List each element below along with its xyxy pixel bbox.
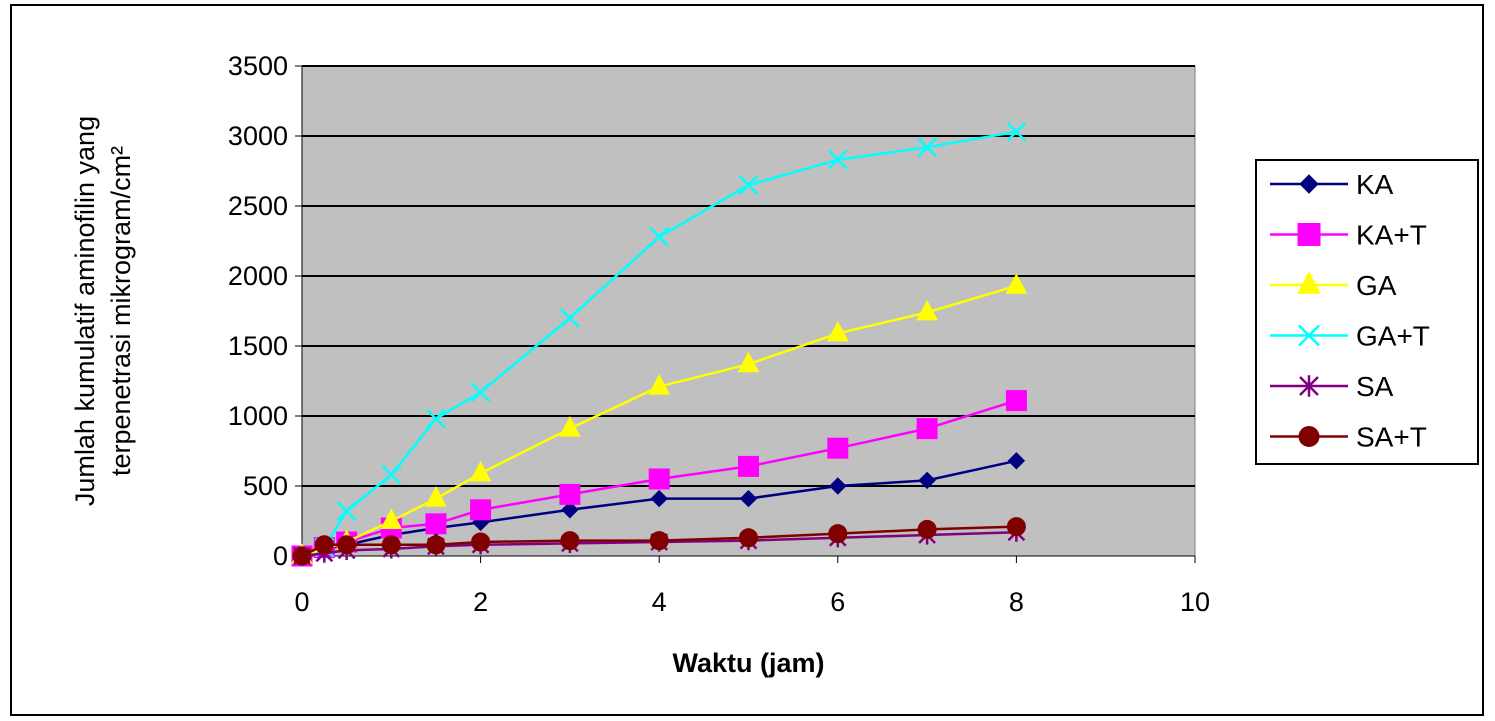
- data-point: [560, 531, 580, 551]
- legend: KA KA+T GA GA+T SA SA+T: [1255, 159, 1479, 465]
- y-tick-label: 1500: [228, 331, 288, 361]
- data-point: [425, 486, 447, 507]
- grid-lines: [302, 65, 1195, 487]
- data-point: [426, 535, 446, 555]
- series-sa-t: [292, 517, 1026, 566]
- data-point: [738, 455, 759, 477]
- legend-box: [1255, 159, 1479, 465]
- legend-marker: [1299, 174, 1319, 194]
- data-point: [917, 519, 937, 539]
- data-point: [471, 532, 491, 552]
- data-point: [649, 531, 669, 551]
- x-tick-label: 6: [830, 587, 845, 617]
- y-axis-title: Jumlah kumulatif aminofilin yang terpene…: [70, 116, 136, 506]
- legend-marker: [1297, 223, 1321, 246]
- legend-label: GA: [1356, 270, 1397, 301]
- data-point: [469, 460, 492, 482]
- legend-item: KA+T: [1270, 220, 1427, 251]
- data-point: [827, 437, 849, 459]
- x-tick-label: 0: [294, 587, 309, 617]
- y-tick-label: 2000: [228, 261, 288, 291]
- data-point: [470, 499, 492, 521]
- data-point: [1005, 390, 1027, 412]
- plot-area: [301, 65, 1196, 557]
- y-axis: 0 500 1000 1500 2000 2500 3000 3500: [228, 51, 303, 571]
- data-point: [648, 374, 671, 395]
- legend-label: KA: [1356, 169, 1394, 200]
- data-point: [648, 468, 670, 490]
- y-tick-label: 3500: [228, 51, 288, 81]
- data-point: [917, 137, 937, 158]
- data-point: [337, 535, 357, 555]
- data-point: [380, 508, 403, 529]
- legend-item: GA+T: [1270, 321, 1430, 352]
- data-point: [425, 513, 447, 535]
- legend-item: KA: [1270, 169, 1394, 200]
- legend-label: GA+T: [1356, 321, 1430, 352]
- data-point: [650, 489, 668, 508]
- data-point: [292, 546, 312, 566]
- y-tick-label: 2500: [228, 191, 288, 221]
- data-point: [738, 175, 759, 195]
- data-point: [918, 471, 936, 490]
- data-point: [1007, 452, 1026, 470]
- y-tick-label: 0: [273, 541, 288, 571]
- y-tick-label: 500: [243, 471, 288, 501]
- data-point: [560, 308, 580, 328]
- data-point: [1006, 121, 1027, 142]
- data-point: [828, 524, 848, 544]
- data-point: [829, 477, 847, 495]
- data-point: [739, 489, 758, 508]
- data-point: [470, 382, 491, 403]
- legend-label: SA+T: [1356, 422, 1427, 453]
- y-axis-title-line-2: terpenetrasi mikrogram/cm²: [106, 146, 136, 476]
- y-tick-label: 1000: [228, 401, 288, 431]
- data-point: [426, 408, 446, 429]
- legend-label: SA: [1356, 371, 1394, 402]
- x-axis-title: Waktu (jam): [672, 648, 824, 678]
- data-point: [314, 535, 334, 555]
- data-point: [559, 416, 581, 437]
- data-point: [827, 149, 848, 170]
- x-tick-label: 4: [652, 587, 667, 617]
- legend-item: GA: [1270, 270, 1397, 301]
- data-point: [1005, 273, 1028, 294]
- data-point: [916, 299, 938, 321]
- data-point: [826, 320, 849, 342]
- legend-marker: [1298, 324, 1320, 347]
- data-point: [737, 351, 760, 373]
- data-point: [649, 226, 670, 247]
- legend-marker: [1297, 271, 1321, 294]
- x-tick-label: 2: [473, 587, 488, 617]
- data-point: [381, 535, 401, 555]
- data-point: [559, 483, 581, 505]
- legend-item: SA: [1270, 371, 1394, 402]
- x-tick-label: 10: [1180, 587, 1210, 617]
- data-point: [336, 501, 357, 522]
- data-point: [381, 464, 402, 485]
- data-point: [1006, 517, 1026, 537]
- legend-marker: [1299, 375, 1319, 397]
- y-axis-title-line-1: Jumlah kumulatif aminofilin yang: [70, 116, 100, 506]
- legend-marker: [1298, 426, 1320, 447]
- x-axis: 0 2 4 6 8 10: [294, 555, 1210, 617]
- series-layer: [291, 121, 1028, 567]
- data-point: [561, 501, 579, 519]
- y-tick-label: 3000: [228, 121, 288, 151]
- x-tick-label: 8: [1009, 587, 1024, 617]
- data-point: [916, 418, 938, 440]
- legend-label: KA+T: [1356, 220, 1427, 251]
- data-point: [739, 528, 758, 548]
- legend-item: SA+T: [1270, 422, 1427, 453]
